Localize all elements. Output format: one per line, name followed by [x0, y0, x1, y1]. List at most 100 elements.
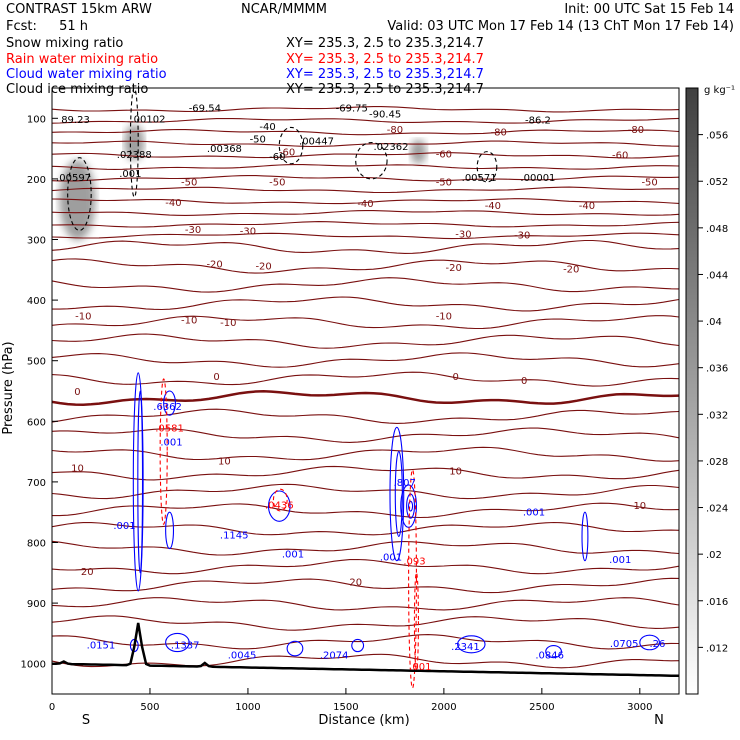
cloud_water_extrema-label: .2341	[451, 642, 480, 653]
colorbar-ticks: .012 .016 .02 .024 .028 .032 .036 .04 .044 .048 .0…	[698, 131, 728, 654]
north-label: N	[654, 713, 664, 728]
south-label: S	[82, 713, 90, 728]
fcst-label: Fcst:	[6, 19, 37, 34]
field-ice-xy: XY= 235.3, 2.5 to 235.3,214.7	[286, 82, 484, 97]
temperature-contour	[52, 277, 679, 293]
colorbar	[685, 87, 699, 695]
temperature-contour	[52, 198, 679, 205]
temperature-contour-label: -80	[491, 128, 507, 139]
init-time: Init: 00 UTC Sat 15 Feb 14	[564, 2, 734, 17]
temperature-contour-label: 0	[521, 376, 527, 387]
model-title: CONTRAST 15km ARW	[6, 2, 152, 17]
freezing-level-contour	[52, 390, 679, 406]
temperature-contour	[52, 427, 679, 443]
cloud-water-contour	[165, 511, 175, 550]
temperature-contour-label: -80	[628, 125, 644, 136]
colorbar-tick-label: .02	[706, 550, 722, 561]
rain_water_extrema-label: .0581	[155, 423, 184, 434]
x-tick-label: 1000	[235, 702, 260, 713]
ice_extrema-label: -40	[259, 122, 275, 133]
cloud-water-contour	[286, 640, 304, 657]
temperature-contour-label: 0	[213, 372, 219, 383]
ice-contour	[476, 151, 498, 183]
cloud_water_extrema-label: .001	[380, 552, 402, 563]
plot-frame	[51, 87, 680, 695]
cloud_water_extrema-label: .2074	[320, 651, 349, 662]
x-tick-label: 500	[140, 702, 159, 713]
temperature-contour-label: -40	[165, 198, 181, 209]
ice_extrema-label: .02388	[117, 150, 152, 161]
cloud-water-contour	[581, 511, 589, 562]
valid-time: Valid: 03 UTC Mon 17 Feb 14 (13 ChT Mon …	[387, 19, 734, 34]
snow-shade	[124, 124, 145, 161]
center-label: NCAR/MMMM	[241, 2, 327, 17]
temperature-contours	[52, 106, 679, 669]
temperature-contour	[52, 653, 679, 669]
temperature-contour	[52, 615, 679, 631]
cloud-water-contour	[165, 632, 190, 653]
colorbar-tick-label: .024	[706, 504, 728, 515]
temperature-contour	[52, 558, 679, 575]
temperature-contour-label: -50	[181, 177, 197, 188]
y-tick-label: 300	[27, 236, 46, 247]
ice_extrema-label: -90.45	[369, 109, 401, 120]
ice_extrema-label: -69.75	[336, 103, 368, 114]
temperature-contour-label: -40	[485, 201, 501, 212]
ice_extrema-label: .001	[119, 169, 141, 180]
temperature-contour-label: -20	[563, 265, 579, 276]
y-tick-label: 600	[27, 417, 46, 428]
cloud-water-contour	[132, 372, 144, 592]
fcst-value: 51 h	[59, 19, 88, 34]
temperature-contour-label: 10	[449, 466, 462, 477]
field-cloud-water-label: Cloud water mixing ratio	[6, 67, 167, 82]
cloud_water_extrema-label: .001	[113, 521, 135, 532]
colorbar-tick-label: .036	[706, 364, 728, 375]
temperature-contour	[52, 597, 679, 611]
cloud-water-contour	[163, 390, 176, 416]
x-tick-label: 0	[49, 702, 55, 713]
temperature-contour	[52, 186, 679, 194]
temperature-contour-label: -40	[357, 199, 373, 210]
cloud-water-contour	[351, 638, 365, 653]
temperature-contour	[52, 210, 679, 216]
field-cloud-water-xy: XY= 235.3, 2.5 to 235.3,214.7	[286, 67, 484, 82]
temperature-contour	[52, 634, 679, 650]
ice_extrema-label: .02362	[373, 142, 408, 153]
temperature-contour-label: -30	[185, 225, 201, 236]
cloud-water-contour	[406, 493, 416, 519]
snow-shade	[410, 139, 427, 164]
ice-contours	[67, 88, 498, 231]
cloud-water-contour	[545, 644, 562, 659]
cloud_water_extrema-label: .0705	[610, 639, 639, 650]
temperature-contour	[52, 371, 679, 387]
temperature-contour-label: 10	[71, 463, 84, 474]
temperature-contour-label: -30	[514, 231, 530, 242]
ice_extrema-label: 89.23	[61, 115, 90, 126]
colorbar-tick-label: .012	[706, 643, 728, 654]
cloud-water-contour	[408, 500, 414, 512]
x-tick-label: 2500	[529, 702, 554, 713]
ice_extrema-label: -60	[269, 152, 285, 163]
y-tick-label: 900	[27, 599, 46, 610]
ice-contour	[129, 88, 139, 198]
rain-water-contour	[413, 572, 419, 671]
temperature-contour-label: -60	[612, 151, 628, 162]
rain-water-contour	[159, 378, 168, 525]
temperature-contour-label: -30	[455, 229, 471, 240]
cloud_water_extrema-label: .0846	[535, 651, 564, 662]
y-tick-label: 1000	[21, 660, 46, 671]
temperature-contour-label: -10	[220, 318, 236, 329]
y-tick-label: 700	[27, 478, 46, 489]
cloud_water_extrema-label: .807	[394, 478, 416, 489]
ice_extrema-label: .00447	[299, 137, 334, 148]
ice_extrema-label: -86.2	[525, 116, 551, 127]
cloud-water-contours	[129, 372, 660, 659]
ice_extrema-label: -50	[250, 134, 266, 145]
ice_extrema-label: .00597	[56, 173, 91, 184]
y-tick-label: 400	[27, 296, 46, 307]
temperature-contour	[52, 152, 679, 159]
temperature-contour-label: -50	[641, 177, 657, 188]
y-tick-label: 200	[27, 175, 46, 186]
y-tick-label: 800	[27, 539, 46, 550]
